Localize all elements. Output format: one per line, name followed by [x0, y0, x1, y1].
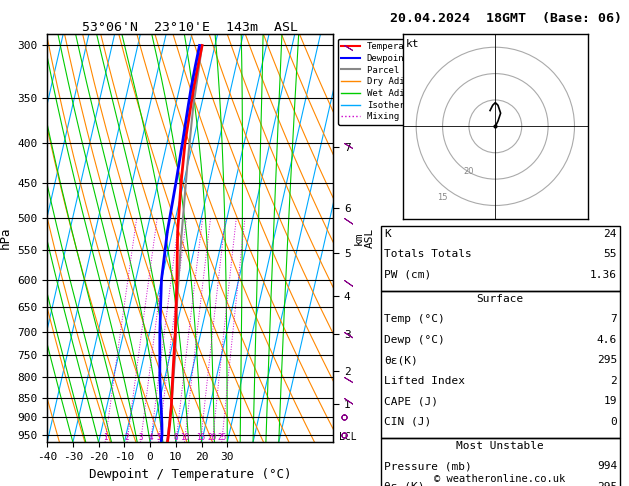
Text: 4.6: 4.6: [597, 335, 617, 345]
Text: Surface: Surface: [476, 294, 524, 304]
Text: θε(K): θε(K): [384, 355, 418, 365]
Text: © weatheronline.co.uk: © weatheronline.co.uk: [435, 473, 565, 484]
Text: 15: 15: [437, 193, 448, 202]
Text: PW (cm): PW (cm): [384, 270, 431, 280]
Text: 5: 5: [156, 433, 161, 442]
Text: Temp (°C): Temp (°C): [384, 314, 445, 325]
Text: 20: 20: [208, 433, 217, 442]
Text: 7: 7: [610, 314, 617, 325]
Text: Totals Totals: Totals Totals: [384, 249, 472, 260]
Text: 1: 1: [103, 433, 108, 442]
Y-axis label: hPa: hPa: [0, 227, 12, 249]
Text: 3: 3: [138, 433, 143, 442]
Title: 53°06'N  23°10'E  143m  ASL: 53°06'N 23°10'E 143m ASL: [82, 21, 298, 34]
Text: 25: 25: [217, 433, 226, 442]
Text: 24: 24: [604, 229, 617, 239]
Text: K: K: [384, 229, 391, 239]
Text: 295: 295: [597, 482, 617, 486]
X-axis label: Dewpoint / Temperature (°C): Dewpoint / Temperature (°C): [89, 468, 291, 481]
Text: 2: 2: [125, 433, 130, 442]
Text: 15: 15: [196, 433, 205, 442]
Text: 20.04.2024  18GMT  (Base: 06): 20.04.2024 18GMT (Base: 06): [391, 12, 622, 25]
Y-axis label: km
ASL: km ASL: [353, 228, 375, 248]
Text: 994: 994: [597, 461, 617, 471]
Text: θε (K): θε (K): [384, 482, 425, 486]
Text: 20: 20: [464, 167, 474, 176]
Text: 8: 8: [174, 433, 178, 442]
Text: 4: 4: [148, 433, 153, 442]
Text: Dewp (°C): Dewp (°C): [384, 335, 445, 345]
Text: kt: kt: [406, 39, 419, 49]
Text: Pressure (mb): Pressure (mb): [384, 461, 472, 471]
Text: 295: 295: [597, 355, 617, 365]
Text: 2: 2: [610, 376, 617, 386]
Text: 0: 0: [610, 417, 617, 427]
Text: 55: 55: [604, 249, 617, 260]
Text: CIN (J): CIN (J): [384, 417, 431, 427]
Legend: Temperature, Dewpoint, Parcel Trajectory, Dry Adiabat, Wet Adiabat, Isotherm, Mi: Temperature, Dewpoint, Parcel Trajectory…: [338, 38, 462, 125]
Text: 10: 10: [180, 433, 189, 442]
Text: Most Unstable: Most Unstable: [456, 441, 544, 451]
Text: CAPE (J): CAPE (J): [384, 396, 438, 406]
Text: LCL: LCL: [339, 432, 357, 442]
Text: Lifted Index: Lifted Index: [384, 376, 465, 386]
Text: 1.36: 1.36: [590, 270, 617, 280]
Text: 19: 19: [604, 396, 617, 406]
